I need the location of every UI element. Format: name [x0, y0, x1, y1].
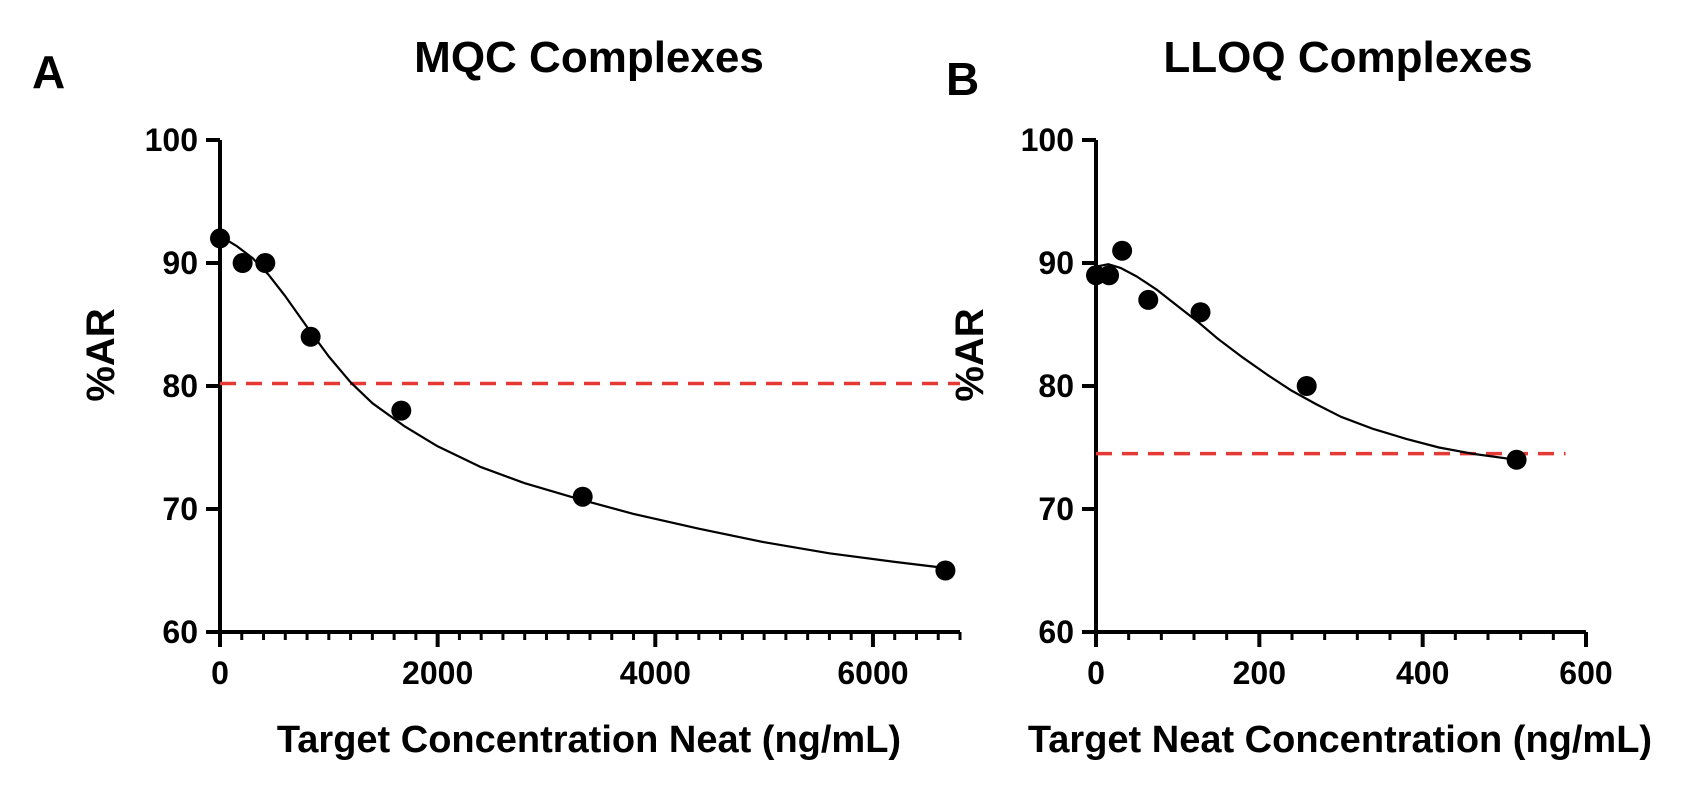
panel-b-x-tick-label: 600 — [1559, 655, 1612, 691]
panel-b-y-tick-label: 100 — [1021, 122, 1074, 158]
panel-a-letter: A — [32, 46, 65, 98]
panel-a-x-tick-label: 0 — [211, 655, 229, 691]
panel-a-x-tick-label: 4000 — [620, 655, 691, 691]
panel-a-x-axis-label: Target Concentration Neat (ng/mL) — [277, 719, 901, 761]
panel-b: B LLOQ Complexes %AR Target Neat Concent… — [946, 33, 1652, 761]
panel-b-x-tick-label: 0 — [1087, 655, 1105, 691]
panel-b-x-axis-label: Target Neat Concentration (ng/mL) — [1028, 719, 1652, 761]
panel-b-marks — [1086, 240, 1566, 470]
panel-a-y-tick-label: 80 — [162, 368, 198, 404]
panel-a-ticks: 60 70 80 90 100 0 2000 4000 6000 — [145, 122, 962, 691]
panel-a-x-tick-label: 6000 — [837, 655, 908, 691]
panel-b-title: LLOQ Complexes — [1163, 33, 1532, 82]
panel-b-x-tick-label: 400 — [1396, 655, 1449, 691]
panel-b-y-tick-label: 70 — [1038, 491, 1074, 527]
panel-a-data-point — [572, 486, 593, 507]
panel-b-data-point — [1506, 449, 1527, 470]
panel-b-data-point — [1138, 289, 1159, 310]
panel-b-y-tick-label: 90 — [1038, 245, 1074, 281]
panel-a-x-tick-label: 2000 — [402, 655, 473, 691]
panel-b-data-point — [1112, 240, 1133, 261]
panel-a-title: MQC Complexes — [414, 33, 764, 82]
panel-a-y-tick-label: 70 — [162, 491, 198, 527]
panel-a-y-tick-label: 100 — [145, 122, 198, 158]
panel-a-y-tick-label: 60 — [162, 614, 198, 650]
panel-b-x-tick-label: 200 — [1233, 655, 1286, 691]
panel-a-data-point — [300, 326, 321, 347]
panel-a-data-point — [232, 253, 253, 273]
panel-a-marks — [210, 228, 960, 581]
panel-b-fit-curve — [1094, 263, 1518, 461]
panel-b-data-point — [1296, 376, 1317, 396]
panel-a-fit-curve — [218, 234, 947, 570]
panel-a-data-point — [391, 400, 412, 421]
panel-b-y-tick-label: 80 — [1038, 368, 1074, 404]
panel-a: A MQC Complexes %AR Target Concentration… — [32, 33, 962, 761]
panel-b-data-point — [1099, 265, 1120, 286]
panel-b-y-tick-label: 60 — [1038, 614, 1074, 650]
panel-b-ticks: 60 70 80 90 100 0 200 400 600 — [1021, 122, 1613, 691]
panel-b-data-point — [1190, 302, 1211, 323]
panel-a-data-point — [255, 253, 276, 273]
panel-a-y-tick-label: 90 — [162, 245, 198, 281]
panel-a-data-point — [935, 560, 956, 581]
panel-b-y-axis-label: %AR — [948, 308, 992, 401]
panel-a-data-point — [210, 228, 230, 249]
panel-b-letter: B — [946, 53, 979, 105]
panel-a-y-axis-label: %AR — [79, 308, 123, 401]
